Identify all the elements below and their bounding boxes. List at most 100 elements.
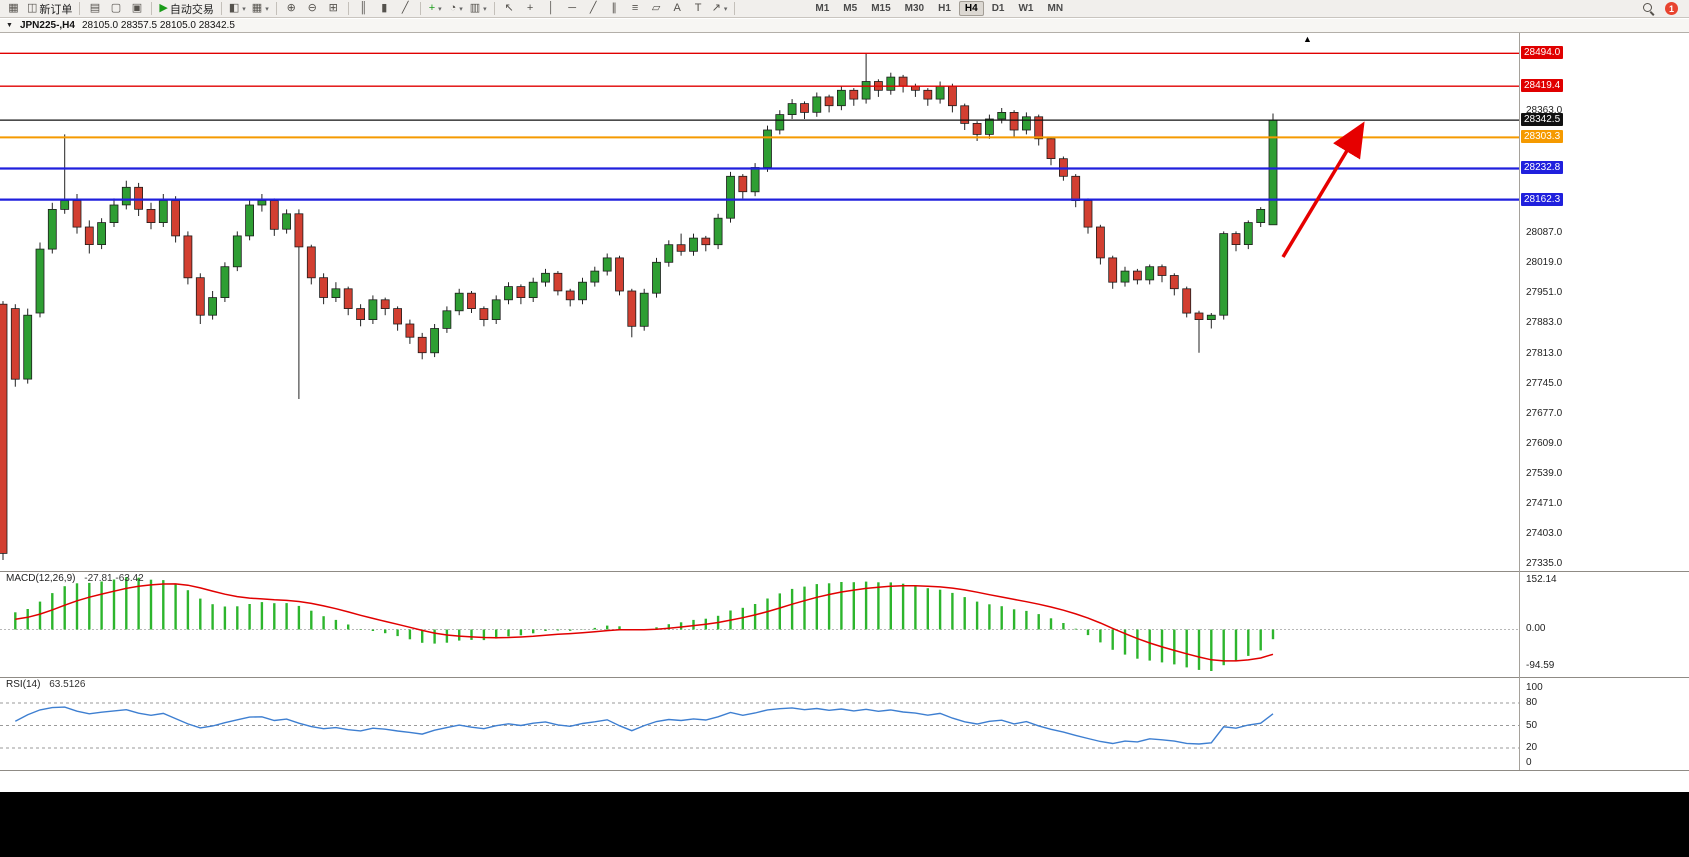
bottom-black-bar xyxy=(0,792,1689,857)
bar-chart-icon: ║ xyxy=(359,2,368,14)
timeframe-button-h1[interactable]: H1 xyxy=(938,3,951,14)
chart-window-button[interactable]: ▣ xyxy=(126,1,147,17)
chevron-down-icon: ▾ xyxy=(483,5,487,13)
cursor-icon: ↖ xyxy=(504,2,514,14)
price-tick: 27883.0 xyxy=(1526,317,1563,328)
text-label-icon: T xyxy=(694,2,702,14)
periods-button[interactable]: ◔ ▾ xyxy=(446,1,467,17)
macd-scale-max: 152.14 xyxy=(1526,574,1557,585)
macd-values: -27.81 -63.42 xyxy=(84,573,144,584)
profiles-button[interactable]: ▦ ▾ xyxy=(249,1,272,17)
bar-chart-button[interactable]: ║ xyxy=(353,1,374,17)
crosshair-tool-button[interactable]: + xyxy=(520,1,541,17)
zoom-out-icon: ⊖ xyxy=(307,2,317,14)
rsi-indicator-plot[interactable] xyxy=(0,678,1519,770)
indicators-plus-icon: + xyxy=(428,2,436,14)
arrows-icon: ↗ xyxy=(711,2,721,14)
price-tick: 27677.0 xyxy=(1526,408,1563,419)
tile-windows-button[interactable]: ⊞ xyxy=(323,1,344,17)
shapes-tool-button[interactable]: ▱ xyxy=(646,1,667,17)
autotrade-play-icon: ▶ xyxy=(159,2,168,14)
price-tick: 27813.0 xyxy=(1526,348,1563,359)
toolbar-separator xyxy=(79,2,81,15)
fibonacci-tool-button[interactable]: ≡ xyxy=(625,1,646,17)
notification-badge[interactable]: 1 xyxy=(1665,2,1678,15)
print-button[interactable]: ▤ xyxy=(84,1,105,17)
price-level-badge: 28162.3 xyxy=(1521,193,1564,206)
chevron-down-icon: ▾ xyxy=(242,5,246,13)
channel-tool-button[interactable]: ∥ xyxy=(604,1,625,17)
rsi-line xyxy=(14,706,1274,745)
toolbar-separator xyxy=(734,2,736,15)
zoom-in-button[interactable]: ⊕ xyxy=(281,1,302,17)
arrows-tool-button[interactable]: ↗ ▾ xyxy=(709,1,731,17)
toolbar-separator xyxy=(419,2,421,15)
print-preview-button[interactable]: ▢ xyxy=(105,1,126,17)
macd-scale-min: -94.59 xyxy=(1526,660,1555,671)
window-menu-icon[interactable]: ▼ xyxy=(6,22,13,29)
trendline-tool-button[interactable]: ╱ xyxy=(583,1,604,17)
trendline-icon: ╱ xyxy=(589,2,597,14)
window-icon: ▣ xyxy=(131,2,143,14)
price-level-badge: 28419.4 xyxy=(1521,79,1564,92)
chevron-down-icon: ▾ xyxy=(265,5,269,13)
periods-clock-icon: ◔ xyxy=(449,2,457,14)
horizontal-line-tool-button[interactable]: ─ xyxy=(562,1,583,17)
rsi-panel-separator[interactable] xyxy=(0,677,1689,678)
timeframe-button-d1[interactable]: D1 xyxy=(991,3,1005,14)
macd-signal-line xyxy=(15,583,1274,662)
chart-title-bar: ▼ JPN225-,H4 28105.0 28357.5 28105.0 283… xyxy=(0,19,1689,33)
text-icon: A xyxy=(673,2,681,14)
price-tick: 28363.0 xyxy=(1526,105,1563,116)
new-order-icon: ◫ xyxy=(27,2,38,14)
toolbar-separator xyxy=(493,2,495,15)
candlestick-series xyxy=(0,53,1278,560)
templates-button[interactable]: ▥ ▾ xyxy=(467,1,490,17)
price-tick: 28087.0 xyxy=(1526,227,1563,238)
chart-shift-marker-icon[interactable]: ▲ xyxy=(1303,34,1312,44)
indicators-button[interactable]: + ▾ xyxy=(425,1,446,17)
price-chart-plot[interactable] xyxy=(0,33,1519,571)
current-price-badge: 28342.5 xyxy=(1521,113,1564,126)
macd-indicator-label: MACD(12,26,9) -27.81 -63.42 xyxy=(6,573,144,584)
cursor-tool-button[interactable]: ↖ xyxy=(499,1,520,17)
price-tick: 27403.0 xyxy=(1526,528,1563,539)
timeframe-group: M1 M5 M15 M30 H1 H4 D1 W1 MN xyxy=(809,1,1069,16)
macd-indicator-plot[interactable] xyxy=(0,572,1519,676)
price-tick: 28019.0 xyxy=(1526,257,1563,268)
text-tool-button[interactable]: A xyxy=(667,1,688,17)
timeframe-button-m30[interactable]: M30 xyxy=(904,3,925,14)
candlestick-chart-icon: ▮ xyxy=(381,2,388,14)
zoom-in-icon: ⊕ xyxy=(286,2,296,14)
toolbar-separator xyxy=(220,2,222,15)
time-axis[interactable]: 10 Nov 202211 Nov 00:0011 Nov 18:5514 No… xyxy=(0,770,1689,792)
text-label-tool-button[interactable]: T xyxy=(688,1,709,17)
line-chart-button[interactable]: ╱ xyxy=(395,1,416,17)
new-order-label: 新订单 xyxy=(39,3,73,16)
timeframe-button-mn[interactable]: MN xyxy=(1047,3,1064,14)
crosshair-icon: + xyxy=(526,2,534,14)
profiles-icon: ▦ xyxy=(251,2,263,14)
timeframe-button-h4[interactable]: H4 xyxy=(958,1,984,16)
vertical-line-tool-button[interactable]: │ xyxy=(541,1,562,17)
candlestick-chart-button[interactable]: ▮ xyxy=(374,1,395,17)
zoom-out-button[interactable]: ⊖ xyxy=(302,1,323,17)
horizontal-line-icon: ─ xyxy=(568,2,577,14)
price-level-badge: 28232.8 xyxy=(1521,161,1564,174)
autotrading-button[interactable]: ▶ 自动交易 xyxy=(156,1,216,17)
timeframe-button-m1[interactable]: M1 xyxy=(815,3,830,14)
timeframe-button-m15[interactable]: M15 xyxy=(871,3,891,14)
trend-arrow-annotation[interactable] xyxy=(1281,121,1365,258)
macd-panel-separator[interactable] xyxy=(0,571,1689,572)
search-icon[interactable] xyxy=(1643,2,1655,15)
timeframe-button-m5[interactable]: M5 xyxy=(843,3,858,14)
price-axis-separator xyxy=(1519,33,1520,770)
timeframe-button-w1[interactable]: W1 xyxy=(1018,3,1034,14)
rsi-value: 63.5126 xyxy=(49,679,86,690)
toolbar-right-group: 1 xyxy=(1643,2,1686,15)
new-chart-button[interactable]: ◧ ▾ xyxy=(226,1,249,17)
price-tick: 27745.0 xyxy=(1526,378,1563,389)
chevron-down-icon: ▾ xyxy=(438,5,442,13)
new-order-button[interactable]: ◫ 新订单 xyxy=(24,1,75,17)
rsi-scale-label: 50 xyxy=(1526,720,1538,731)
